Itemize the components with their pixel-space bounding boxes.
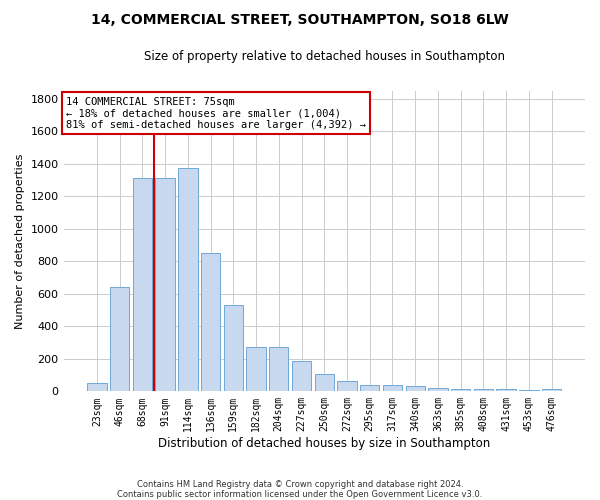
Bar bbox=[542, 389, 561, 392]
Bar bbox=[155, 178, 175, 392]
Bar bbox=[474, 389, 493, 392]
Title: Size of property relative to detached houses in Southampton: Size of property relative to detached ho… bbox=[144, 50, 505, 63]
Bar bbox=[178, 168, 197, 392]
Bar bbox=[110, 288, 130, 392]
Bar bbox=[451, 389, 470, 392]
Bar bbox=[247, 346, 266, 392]
Bar bbox=[201, 254, 220, 392]
Text: 14, COMMERCIAL STREET, SOUTHAMPTON, SO18 6LW: 14, COMMERCIAL STREET, SOUTHAMPTON, SO18… bbox=[91, 12, 509, 26]
Bar bbox=[269, 346, 289, 392]
Bar bbox=[224, 305, 243, 392]
X-axis label: Distribution of detached houses by size in Southampton: Distribution of detached houses by size … bbox=[158, 437, 490, 450]
Bar bbox=[133, 178, 152, 392]
Text: 14 COMMERCIAL STREET: 75sqm
← 18% of detached houses are smaller (1,004)
81% of : 14 COMMERCIAL STREET: 75sqm ← 18% of det… bbox=[66, 96, 366, 130]
Bar bbox=[337, 381, 356, 392]
Bar bbox=[519, 390, 539, 392]
Bar bbox=[496, 390, 516, 392]
Y-axis label: Number of detached properties: Number of detached properties bbox=[15, 154, 25, 328]
Bar bbox=[383, 385, 402, 392]
Bar bbox=[360, 385, 379, 392]
Text: Contains HM Land Registry data © Crown copyright and database right 2024.
Contai: Contains HM Land Registry data © Crown c… bbox=[118, 480, 482, 499]
Bar bbox=[292, 362, 311, 392]
Bar bbox=[314, 374, 334, 392]
Bar bbox=[87, 383, 107, 392]
Bar bbox=[406, 386, 425, 392]
Bar bbox=[428, 388, 448, 392]
